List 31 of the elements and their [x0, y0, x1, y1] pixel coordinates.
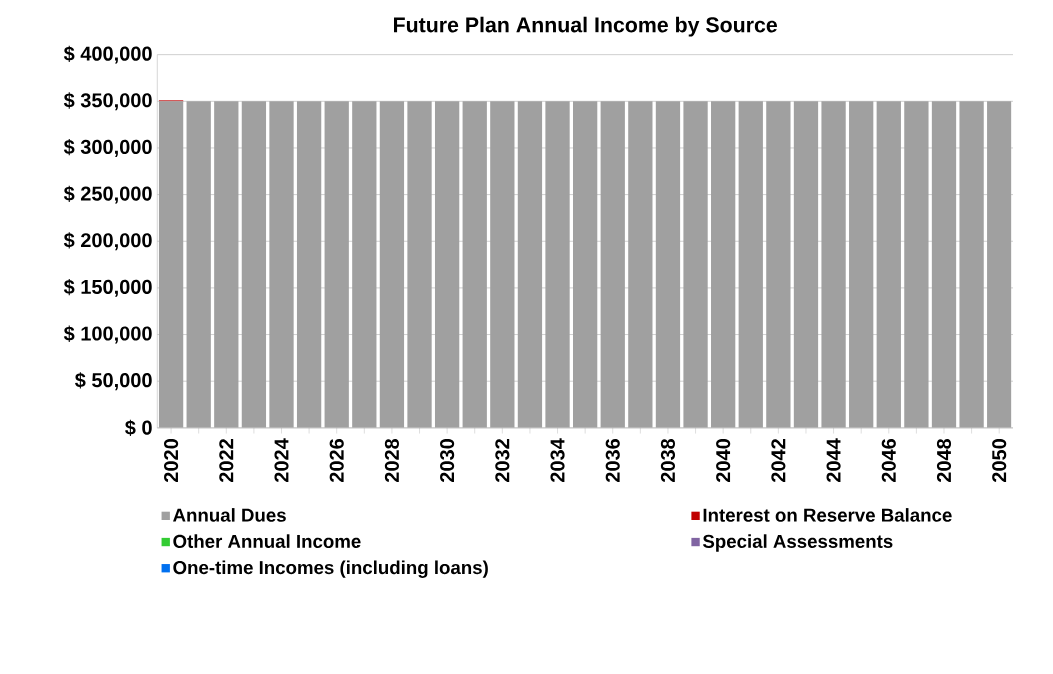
- legend-label: Annual Dues: [173, 507, 286, 522]
- x-tick-label: 2030: [440, 438, 455, 482]
- legend-label: Interest on Reserve Balance: [703, 507, 952, 522]
- y-tick-label: $ 0: [125, 419, 152, 436]
- x-tick-label: 2042: [771, 438, 786, 482]
- x-tick-label: 2028: [384, 438, 399, 482]
- legend-label: Other Annual Income: [173, 534, 361, 548]
- x-tick-label: 2022: [219, 438, 234, 482]
- y-tick-label: $ 50,000: [75, 372, 152, 390]
- y-tick-label: $ 200,000: [63, 232, 152, 250]
- y-tick-label: $ 300,000: [63, 138, 152, 157]
- legend-label: Special Assessments: [702, 534, 893, 552]
- x-tick-label: 2032: [495, 438, 510, 482]
- legend-label: One-time Incomes (including loans): [173, 560, 488, 578]
- y-tick-label: $ 250,000: [63, 185, 152, 204]
- x-tick-label: 2048: [936, 438, 952, 482]
- x-tick-label: 2050: [992, 438, 1007, 482]
- chart-title: Future Plan Annual Income by Source: [394, 16, 777, 37]
- x-tick-label: 2038: [660, 438, 676, 482]
- y-tick-label: $ 150,000: [63, 278, 152, 297]
- x-tick-label: 2044: [826, 438, 841, 482]
- y-tick-label: $ 100,000: [63, 325, 152, 344]
- x-tick-label: 2020: [164, 438, 179, 482]
- x-tick-label: 2026: [329, 438, 344, 482]
- x-tick-label: 2040: [716, 438, 731, 482]
- x-tick-label: 2034: [550, 438, 565, 482]
- x-tick-label: 2024: [274, 438, 289, 482]
- x-tick-label: 2036: [605, 438, 620, 482]
- x-tick-label: 2046: [881, 438, 896, 482]
- y-tick-label: $ 400,000: [63, 45, 152, 64]
- y-tick-label: $ 350,000: [63, 92, 152, 111]
